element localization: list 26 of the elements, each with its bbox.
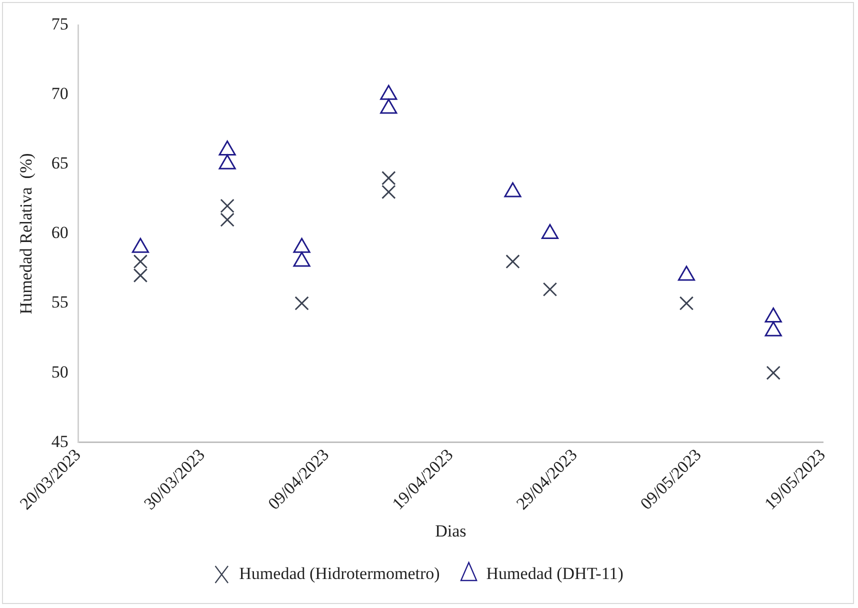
y-tick-label: 75 [51,14,68,34]
y-tick-label: 55 [51,292,68,312]
y-tick-label: 50 [51,362,68,382]
point [380,84,398,100]
point [380,98,398,114]
legend-label: Humedad (Hidrotermometro) [239,564,440,583]
point [679,296,694,310]
point [506,254,520,269]
x-axis-title: Dias [435,521,466,540]
point [766,366,780,380]
point [542,282,558,296]
y-tick-label: 70 [51,84,68,104]
point [218,154,236,170]
point [132,238,149,253]
point [294,296,309,310]
point [293,252,310,267]
y-tick-label: 60 [51,223,68,242]
y-tick-label: 65 [51,154,68,173]
legend-label: Humedad (DHT-11) [486,564,624,583]
point [541,224,559,239]
point [504,182,522,198]
point [218,140,236,156]
point [293,238,310,253]
y-axis-title: Humedad Relativa (%) [16,153,36,314]
point [678,266,696,281]
y-tick-label: 45 [51,432,68,451]
